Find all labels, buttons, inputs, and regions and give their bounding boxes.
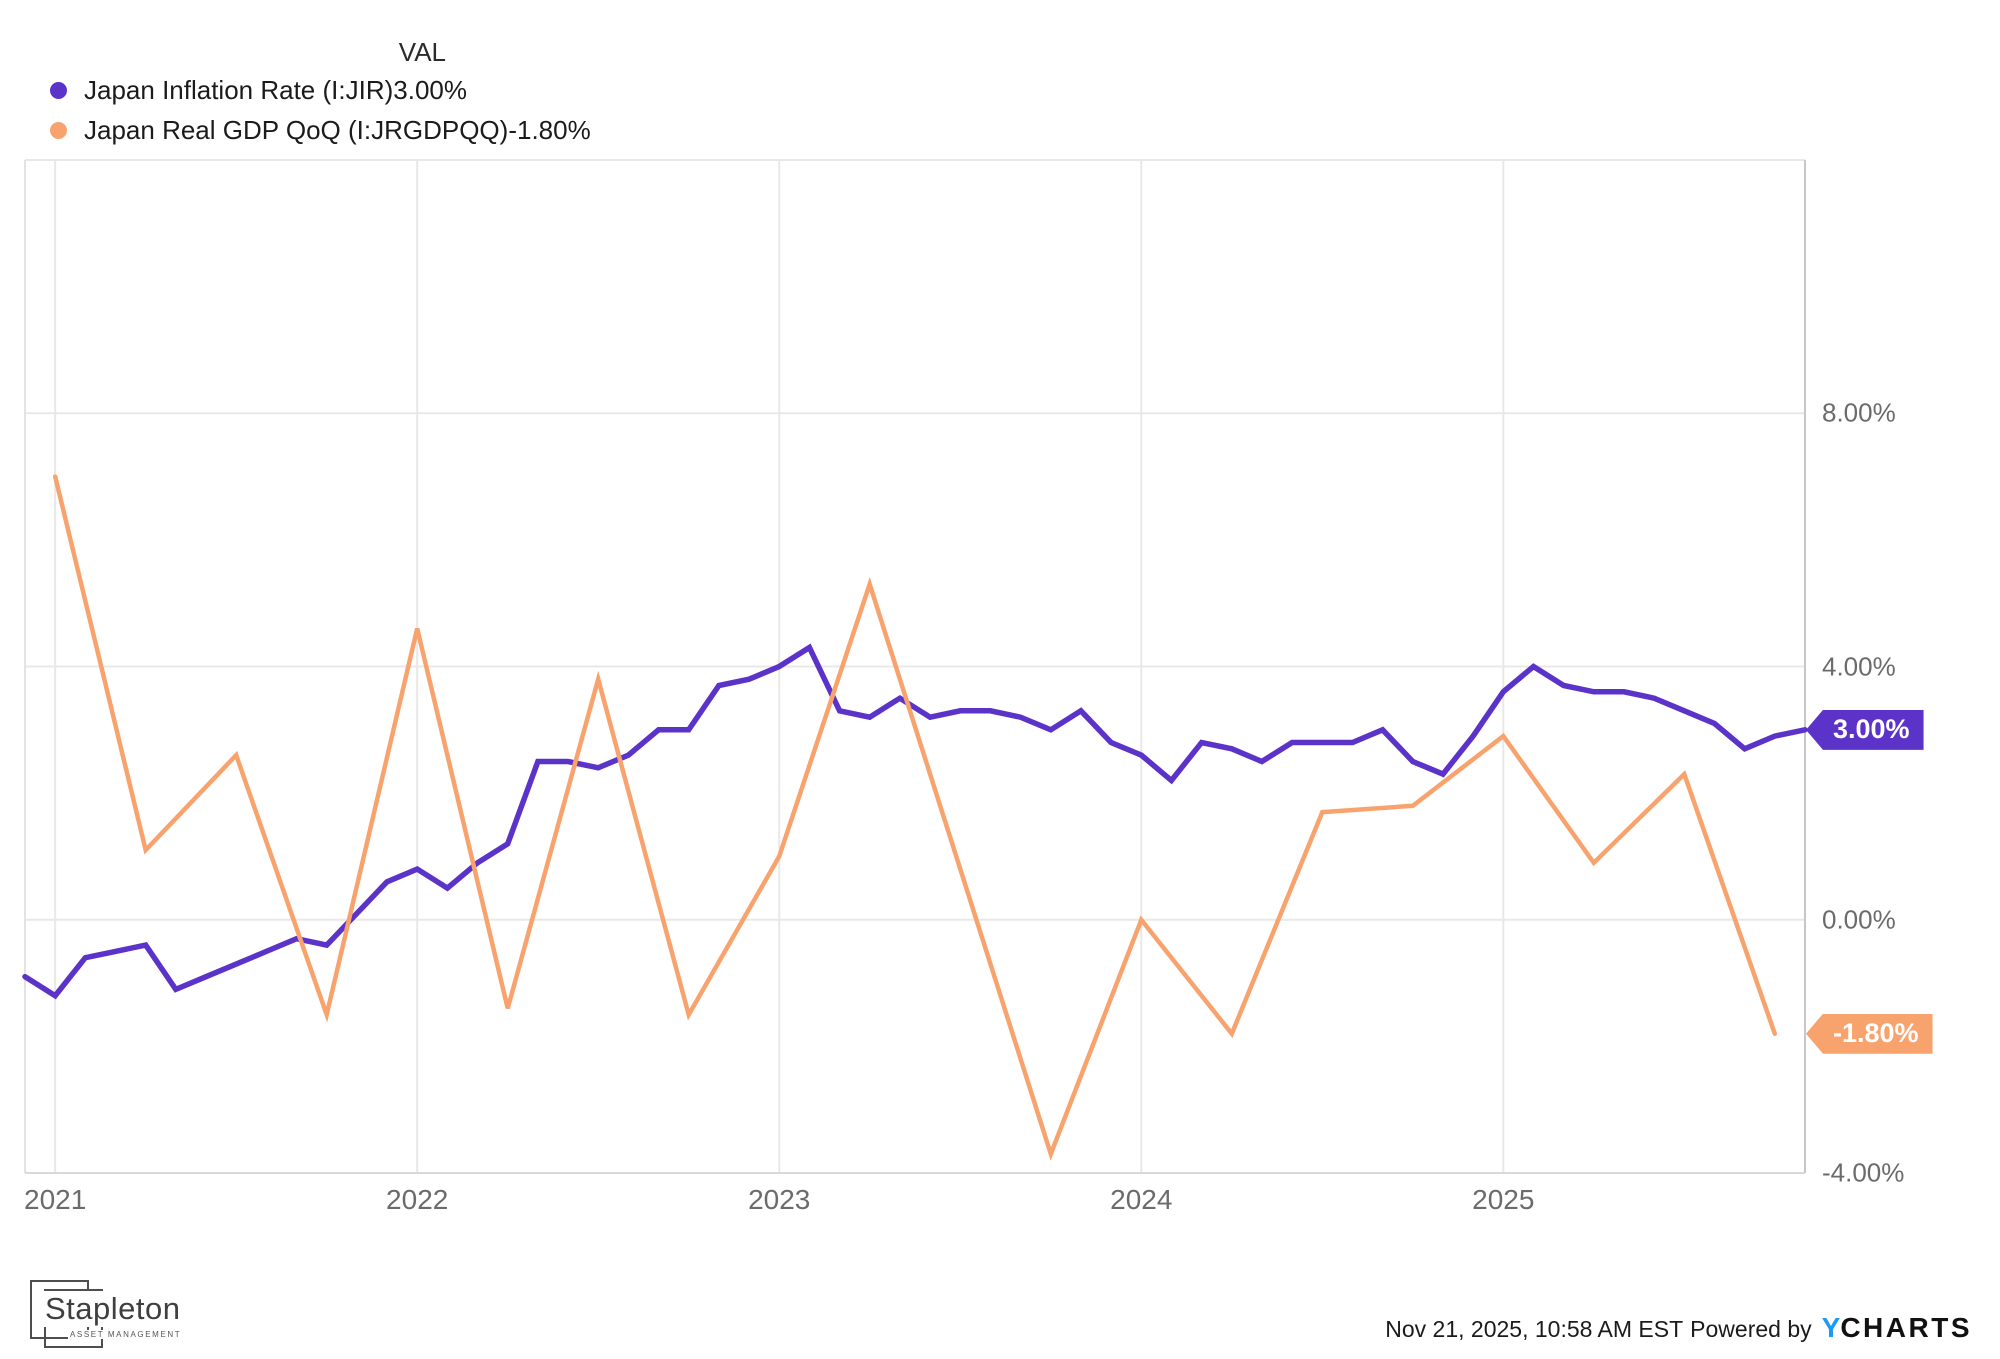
ycharts-logo: YCHARTS [1822, 1312, 1972, 1344]
legend-label-inflation: Japan Inflation Rate (I:JIR) [84, 74, 394, 105]
y-axis-label: 4.00% [1822, 651, 1896, 681]
last-value-badge-inflation: 3.00% [1806, 709, 1924, 750]
series-dot-icon-gdp [50, 121, 67, 139]
legend: VAL Japan Inflation Rate (I:JIR) 3.00% J… [44, 34, 591, 150]
x-axis-label: 2025 [1472, 1184, 1535, 1215]
x-axis-label: 2024 [1110, 1184, 1173, 1215]
y-axis-label: 0.00% [1822, 904, 1896, 935]
timestamp: Nov 21, 2025, 10:58 AM EST [1385, 1316, 1684, 1342]
powered-by-label: Powered by [1690, 1316, 1812, 1342]
legend-value-inflation: 3.00% [393, 74, 467, 105]
ycharts-logo-rest: CHARTS [1840, 1312, 1972, 1343]
y-axis-label: 8.00% [1822, 397, 1896, 428]
y-axis-label: -4.00% [1822, 1157, 1905, 1188]
legend-row-gdp: Japan Real GDP QoQ (I:JRGDPQQ) -1.80% [44, 110, 591, 150]
series-dot-icon-inflation [50, 81, 67, 99]
x-axis-label: 2022 [386, 1184, 449, 1215]
x-axis-label: 2023 [748, 1184, 811, 1215]
logo-wordmark: Stapleton [42, 1291, 184, 1327]
footer-attribution: Nov 21, 2025, 10:58 AM EST Powered by YC… [1385, 1312, 1972, 1344]
ycharts-logo-y: Y [1821, 1312, 1841, 1343]
legend-row-inflation: Japan Inflation Rate (I:JIR) 3.00% [44, 70, 467, 110]
x-axis-label: 2021 [24, 1184, 87, 1215]
logo-subtitle: ASSET MANAGEMENT [68, 1330, 184, 1339]
legend-val-header: VAL [398, 37, 446, 67]
legend-label-gdp: Japan Real GDP QoQ (I:JRGDPQQ) [84, 114, 509, 145]
stapleton-logo: Stapleton ASSET MANAGEMENT [30, 1280, 210, 1354]
legend-value-gdp: -1.80% [508, 114, 591, 145]
last-value-badge-gdp: -1.80% [1806, 1013, 1933, 1054]
